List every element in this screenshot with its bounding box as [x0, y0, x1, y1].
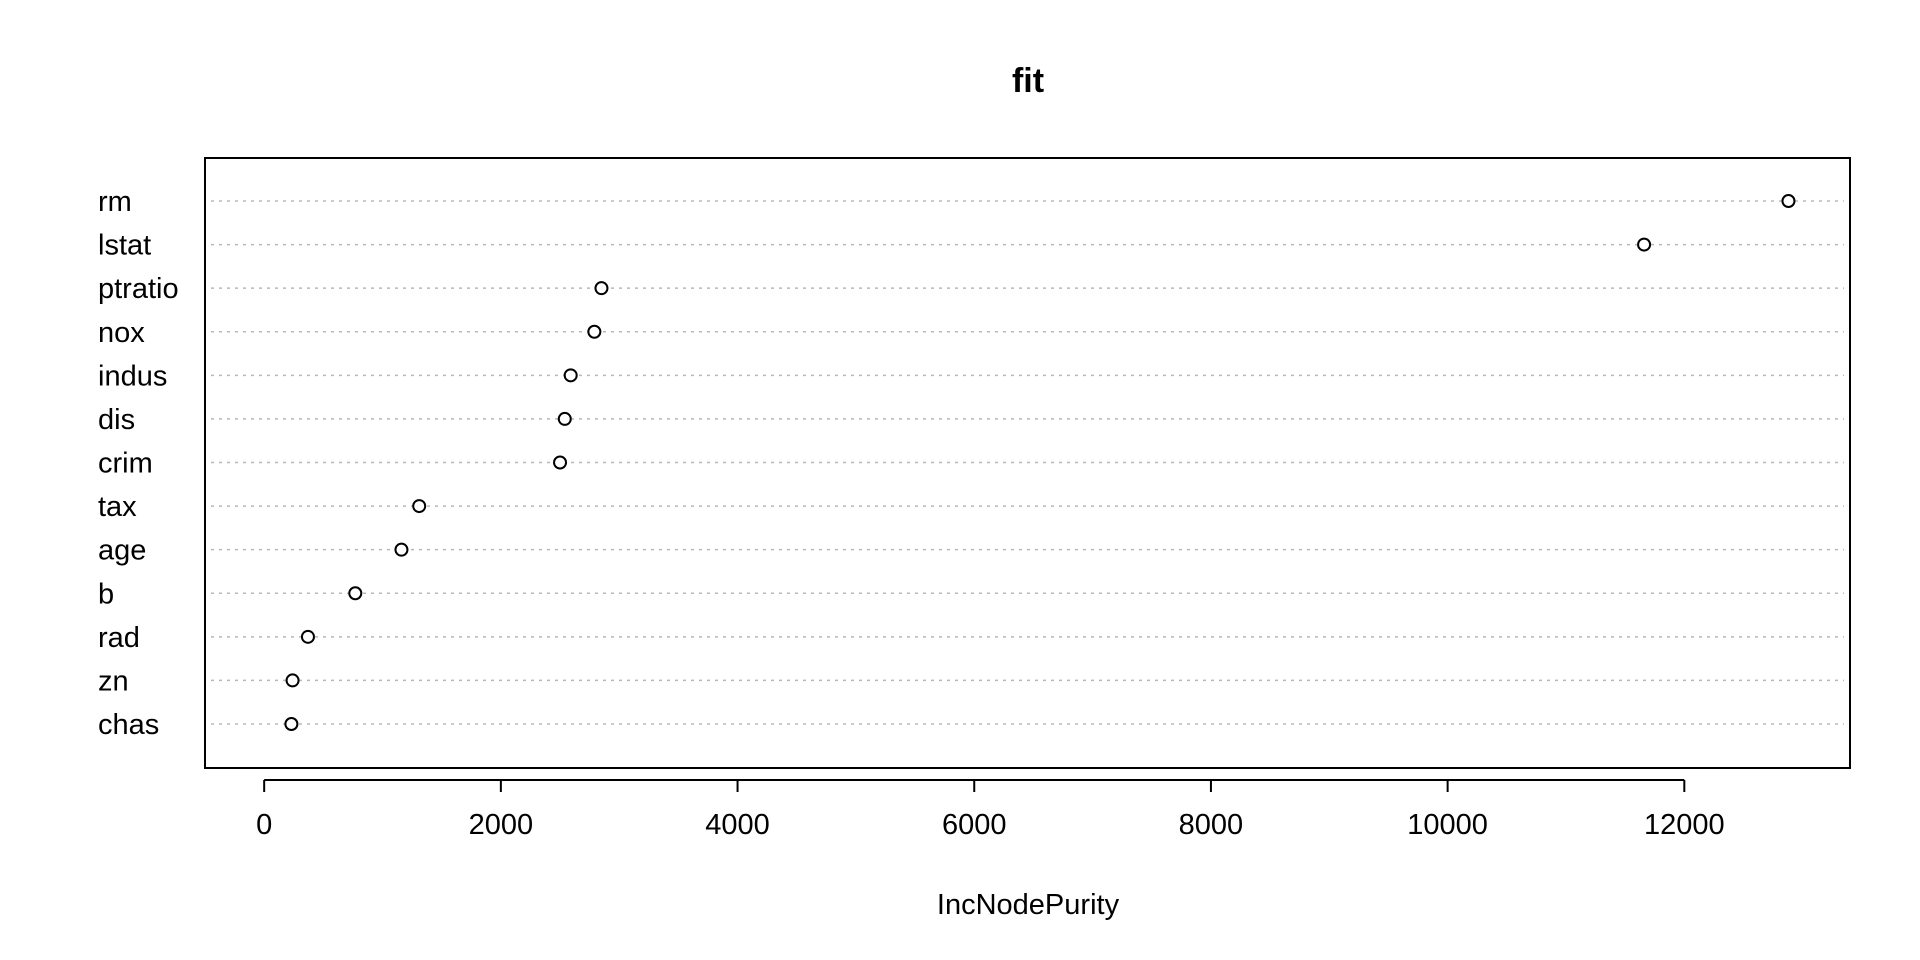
category-label-nox: nox — [98, 317, 145, 349]
x-axis-title: IncNodePurity — [937, 889, 1120, 921]
data-point-nox — [587, 324, 602, 339]
x-tick-label-2000: 2000 — [469, 809, 534, 841]
category-label-zn: zn — [98, 665, 129, 697]
data-point-ptratio — [594, 281, 609, 296]
category-label-rm: rm — [98, 186, 132, 218]
data-point-dis — [557, 411, 572, 426]
x-tick-label-4000: 4000 — [705, 809, 770, 841]
category-label-indus: indus — [98, 360, 167, 392]
category-label-tax: tax — [98, 491, 137, 523]
data-point-indus — [563, 368, 578, 383]
data-point-b — [348, 586, 363, 601]
data-point-rad — [300, 629, 315, 644]
category-labels: rm lstat ptratio nox indus dis crim tax age b rad z… — [98, 186, 179, 741]
gridlines — [211, 200, 1844, 725]
data-point-age — [394, 542, 409, 557]
plot-frame — [204, 157, 1851, 769]
category-label-crim: crim — [98, 448, 153, 480]
category-label-age: age — [98, 535, 146, 567]
data-points — [284, 194, 1796, 731]
category-label-rad: rad — [98, 622, 140, 654]
category-label-dis: dis — [98, 404, 135, 436]
data-point-rm — [1781, 194, 1796, 208]
data-point-crim — [553, 455, 568, 470]
category-label-b: b — [98, 578, 114, 610]
x-tick-label-6000: 6000 — [942, 809, 1007, 841]
category-label-ptratio: ptratio — [98, 273, 179, 305]
category-label-lstat: lstat — [98, 230, 151, 262]
x-tick-label-0: 0 — [256, 809, 272, 841]
data-point-chas — [284, 717, 299, 731]
data-point-zn — [285, 673, 300, 688]
data-point-lstat — [1637, 237, 1652, 252]
x-axis: 0 2000 4000 6000 8000 10000 12000 — [256, 779, 1725, 841]
category-label-chas: chas — [98, 709, 159, 741]
x-tick-label-12000: 12000 — [1644, 809, 1725, 841]
x-tick-label-8000: 8000 — [1179, 809, 1244, 841]
data-point-tax — [412, 499, 427, 514]
chart-title: fit — [1012, 62, 1044, 100]
x-tick-label-10000: 10000 — [1407, 809, 1488, 841]
